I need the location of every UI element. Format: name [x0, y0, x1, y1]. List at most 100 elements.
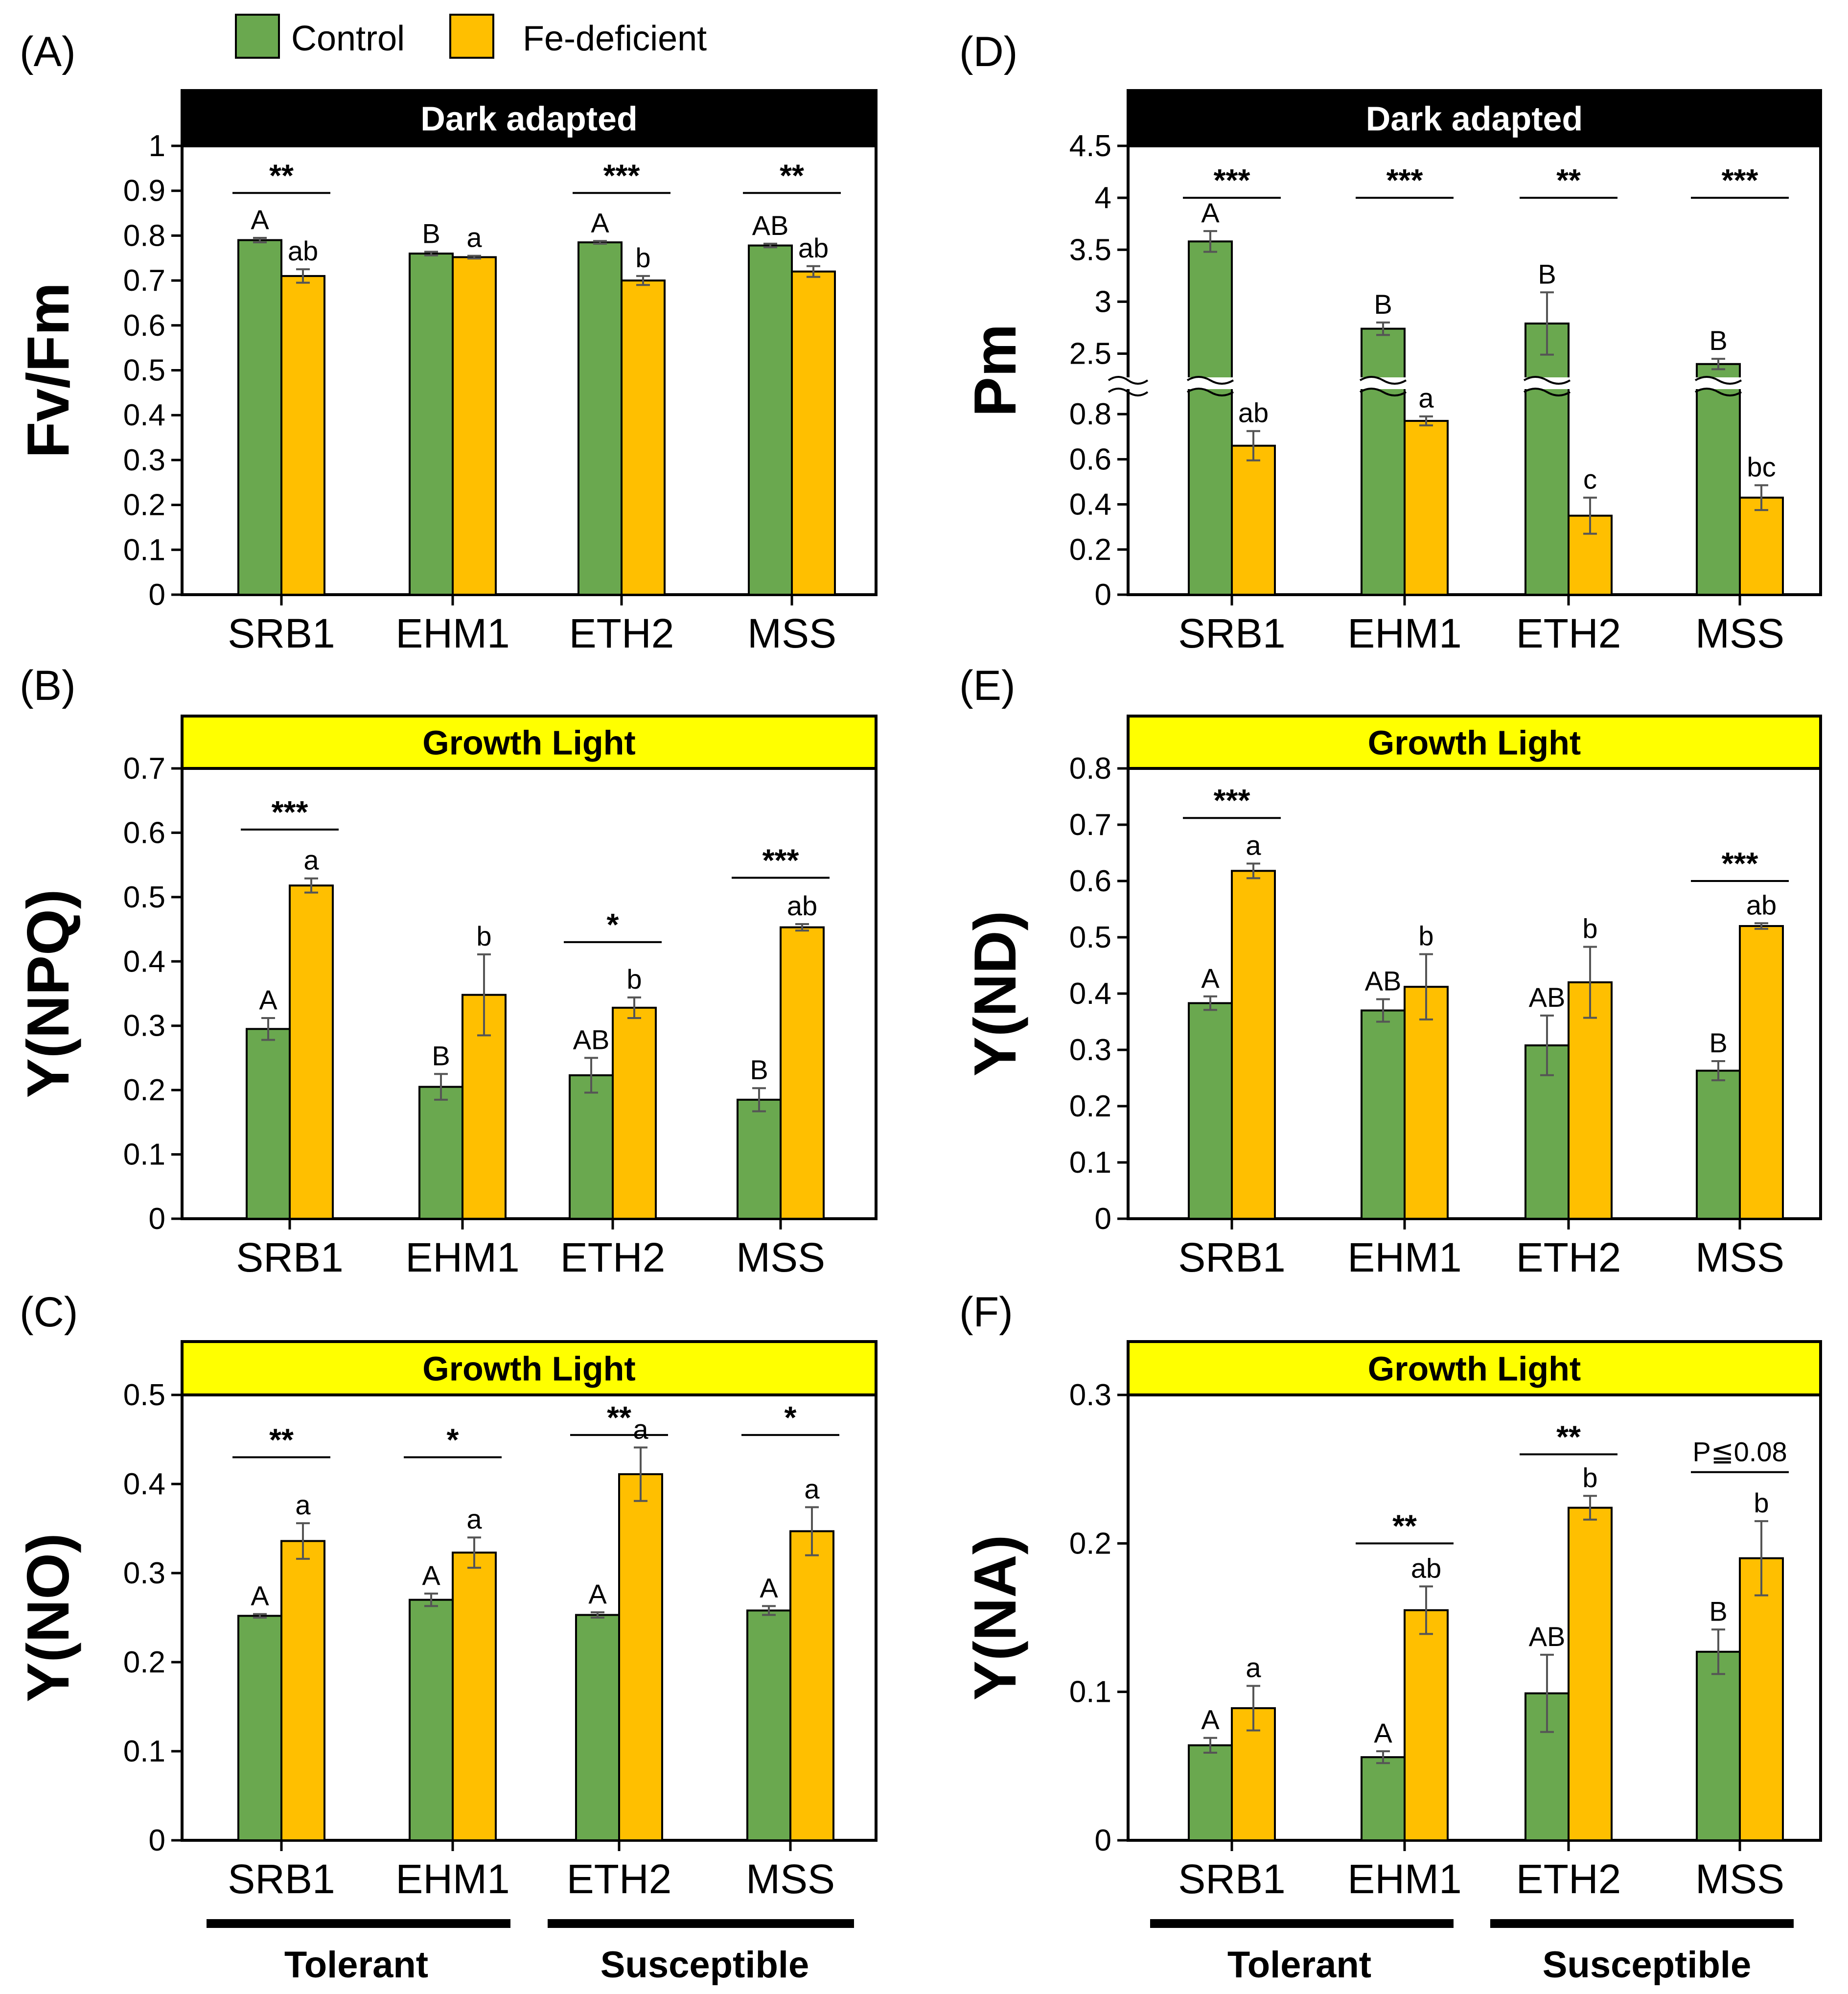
panel-a-ytick-label: 0.3: [123, 443, 165, 477]
panel-d-ytick-label: 2.5: [1069, 337, 1111, 371]
panel-d-label: (D): [959, 28, 1017, 75]
panel-b-letter: B: [432, 1040, 450, 1071]
panel-a-ytick-label: 0.8: [123, 219, 165, 253]
panel-f-letter: b: [1754, 1487, 1769, 1518]
panel-d-bar-break-mark: [1523, 376, 1571, 385]
panel-b-ytick-label: 0.6: [123, 816, 165, 850]
panel-c-xtick-label: SRB1: [228, 1856, 335, 1902]
panel-f-xtick-label: EHM1: [1347, 1856, 1461, 1902]
panel-e: Growth Light 0 0.1 0.2 0.3 0.4 0.5 0.6 0.7 0.8 Aa S…: [959, 662, 1822, 1280]
panel-e-ytick-label: 0.2: [1069, 1090, 1111, 1123]
panel-c-ytick-label: 0.4: [123, 1467, 165, 1501]
panel-a-bar-fe-srb1: [280, 275, 325, 596]
panel-e-ytick-label: 0.5: [1069, 921, 1111, 954]
panel-e-letter: b: [1418, 921, 1433, 951]
panel-a-bar-control-eth2: [578, 241, 623, 596]
panel-e-letter: A: [1201, 963, 1220, 994]
panel-d: Dark adapted 0 0.2 0.4 0.6 0.8 2.5 3 3.5 4 4.5 Aab S…: [959, 28, 1822, 656]
panel-e-bar-fe-mss: [1739, 925, 1784, 1220]
panel-d-bar-fe-mss: [1739, 496, 1784, 596]
panel-f-ytick-label: 0: [1095, 1824, 1111, 1857]
panel-a-sig-label: **: [780, 158, 804, 193]
panel-e-xtick-label: MSS: [1695, 1234, 1784, 1280]
panel-b-ytick-label: 0.2: [123, 1073, 165, 1107]
panel-a-ytick-label: 0: [149, 578, 165, 612]
panel-c-bar-control-srb1: [237, 1615, 282, 1842]
panel-d-letter: B: [1374, 289, 1392, 320]
panel-c-bar-control-mss: [746, 1609, 791, 1841]
panel-d-bar-control-ehm1: [1361, 327, 1406, 596]
panel-f-bar-control-srb1: [1188, 1744, 1233, 1842]
panel-a-bar-control-mss: [748, 244, 793, 596]
panel-b-sig-label: ***: [762, 842, 799, 878]
panel-e-ytick-label: 0.6: [1069, 864, 1111, 898]
panel-b-letter: ab: [787, 890, 817, 921]
panel-a-sig-label: ***: [603, 158, 640, 193]
panel-d-sig-label: ***: [1722, 162, 1758, 198]
panel-a-bar-fe-ehm1: [452, 256, 497, 596]
panel-d-bar-break-mark: [1359, 388, 1407, 396]
panel-b-letter: b: [626, 964, 642, 995]
panel-a-xtick-label: SRB1: [228, 610, 335, 656]
panel-c-ytick-label: 0.2: [123, 1646, 165, 1679]
panel-e-xtick-label: SRB1: [1178, 1234, 1285, 1280]
panel-d-bar-break-mark: [1523, 388, 1571, 396]
panel-e-letter: AB: [1529, 982, 1566, 1013]
panel-d-letter: A: [1201, 197, 1220, 228]
panel-f-bar-control-ehm1: [1361, 1756, 1406, 1841]
panel-d-axis-break-mark: [1108, 388, 1149, 396]
panel-d-ytick-label: 4: [1095, 181, 1111, 215]
panel-a-letter: ab: [288, 235, 318, 266]
panel-b: Growth Light 0 0.1 0.2 0.3 0.4 0.5 0.6 0.7 Aa SRB1…: [15, 662, 878, 1280]
panel-e-ylabel: Y(ND): [962, 911, 1028, 1077]
panel-f-bar-fe-eth2: [1568, 1507, 1613, 1842]
panel-d-sig-label: **: [1556, 162, 1581, 198]
panel-a-ytick-label: 0.4: [123, 398, 165, 432]
panel-e-ytick-label: 0: [1095, 1202, 1111, 1236]
panel-a-xtick-label: MSS: [747, 610, 836, 656]
panel-e-label: (E): [959, 662, 1016, 709]
panel-a-banner: [181, 89, 878, 147]
panel-e-ytick-label: 0.1: [1069, 1146, 1111, 1180]
panel-d-bar-break-mark: [1359, 376, 1407, 385]
panel-e-bar-fe-srb1: [1231, 870, 1276, 1220]
panel-a-letter: ab: [798, 232, 829, 263]
panel-d-banner-text: Dark adapted: [1366, 100, 1583, 138]
panel-d-letter: ab: [1238, 397, 1269, 428]
panel-a-letter: B: [422, 218, 440, 249]
panel-a-label: (A): [20, 28, 76, 75]
panel-c-ytick-label: 0.5: [123, 1378, 165, 1412]
panel-b-ytick-label: 0: [149, 1202, 165, 1236]
panel-b-bar-fe-srb1: [289, 884, 334, 1220]
panel-a-xtick-label: ETH2: [569, 610, 674, 656]
panel-e-banner-text: Growth Light: [1368, 724, 1581, 762]
panel-c-letter: A: [422, 1560, 440, 1591]
panel-d-bar-break-mark: [1694, 388, 1742, 396]
panel-f-bar-control-mss: [1696, 1650, 1741, 1841]
panel-d-ytick-label: 3.5: [1069, 233, 1111, 267]
susceptible-label-right: Susceptible: [1543, 1944, 1752, 1986]
panel-c-xtick-label: ETH2: [567, 1856, 672, 1902]
panel-e-sig-label: ***: [1214, 783, 1250, 818]
panel-c-letter: A: [251, 1580, 269, 1611]
panel-c-bar-control-eth2: [575, 1614, 620, 1842]
panel-a-bar-control-ehm1: [409, 253, 454, 596]
panel-b-letter: B: [750, 1054, 768, 1085]
panel-c-ylabel: Y(NO): [15, 1533, 81, 1702]
panel-d-xtick-label: MSS: [1695, 610, 1784, 656]
panel-c-bar-fe-mss: [789, 1530, 834, 1841]
panel-a-letter: a: [466, 222, 482, 253]
panel-c-letter: A: [760, 1572, 778, 1603]
panel-d-ylabel: Pm: [962, 324, 1028, 417]
panel-c-letter: a: [633, 1414, 648, 1444]
panel-d-letter: bc: [1747, 451, 1776, 482]
panel-d-sig-label: ***: [1386, 162, 1423, 198]
panel-c-sig-label: **: [607, 1400, 631, 1435]
panel-f-letter: AB: [1529, 1621, 1566, 1652]
panel-b-bar-control-srb1: [246, 1028, 291, 1220]
panel-b-bar-fe-eth2: [612, 1006, 657, 1220]
panel-e-ytick-label: 0.8: [1069, 752, 1111, 786]
panel-d-banner: [1127, 89, 1822, 147]
panel-f-frame: [1127, 1393, 1822, 1842]
